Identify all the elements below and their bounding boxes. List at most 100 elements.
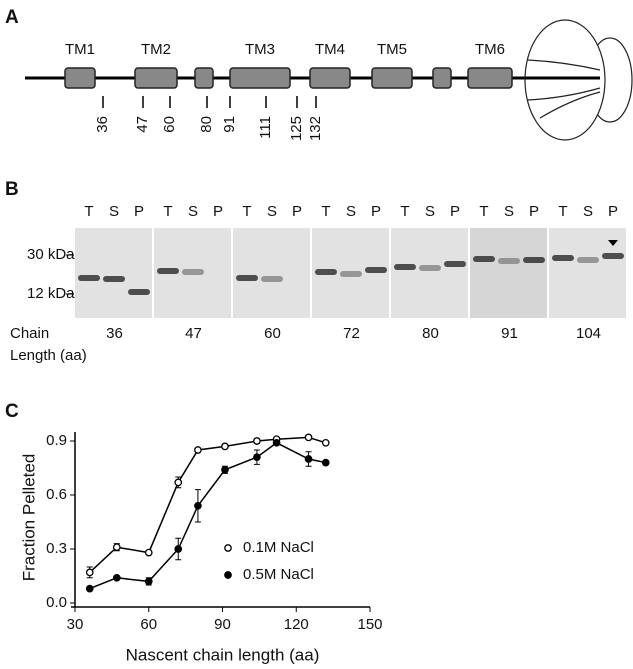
point: [194, 501, 202, 510]
tm-label: TM2: [141, 41, 171, 58]
point: [253, 437, 261, 445]
lane-label: P: [529, 203, 539, 220]
band: [394, 264, 416, 270]
position-label: 60: [161, 116, 178, 133]
panel-label: B: [5, 179, 19, 200]
y-tick-label: 0.9: [46, 432, 67, 449]
tm-label: TM6: [475, 41, 505, 58]
gel-panel: [233, 228, 310, 318]
tm-label: TM4: [315, 41, 345, 58]
y-tick-label: 0.6: [46, 486, 67, 503]
band: [523, 257, 545, 263]
lane-label: S: [346, 203, 356, 220]
y-axis-title: Fraction Pelleted: [19, 454, 38, 582]
lane-label: T: [84, 203, 93, 220]
point: [174, 478, 183, 487]
band: [473, 256, 495, 262]
tm-label: TM3: [245, 41, 275, 58]
point: [304, 433, 313, 442]
series-line: [89, 441, 326, 590]
lane-label: S: [267, 203, 277, 220]
legend-marker: [224, 571, 232, 579]
position-label: 36: [94, 116, 111, 133]
arrowhead: [608, 240, 618, 246]
band: [498, 258, 520, 264]
x-tick-label: 60: [140, 616, 157, 633]
band: [444, 261, 466, 267]
position-label: 91: [221, 116, 238, 133]
position-label: 111: [257, 116, 274, 139]
legend-marker: [224, 544, 232, 552]
point: [112, 573, 121, 582]
series-line: [89, 436, 326, 573]
legend-label: 0.5M NaCl: [243, 566, 314, 583]
lane-label: P: [371, 203, 381, 220]
point: [253, 453, 261, 462]
band: [552, 255, 574, 261]
panel-label: C: [5, 401, 19, 422]
lane-label: S: [425, 203, 435, 220]
chain-length: 91: [501, 325, 518, 342]
point: [174, 545, 183, 553]
x-tick-label: 120: [284, 616, 309, 633]
lane-label: P: [450, 203, 460, 220]
gel-panel: [470, 228, 547, 318]
position-label: 80: [198, 116, 215, 133]
lane-label: T: [242, 203, 251, 220]
chain-length: 104: [576, 325, 601, 342]
y-tick-label: 0.0: [46, 594, 67, 611]
point: [321, 458, 330, 467]
band: [340, 271, 362, 277]
tm-boxes: [64, 67, 513, 89]
lane-label: S: [504, 203, 514, 220]
lane-label: P: [134, 203, 144, 220]
point: [112, 543, 121, 552]
point: [194, 446, 202, 454]
point: [221, 442, 229, 451]
chain-length: 72: [343, 325, 360, 342]
panel-label: A: [5, 7, 19, 28]
band: [365, 267, 387, 273]
position-label: 47: [134, 116, 151, 133]
position-label: 125: [288, 116, 305, 141]
point: [85, 568, 94, 577]
band: [157, 268, 179, 274]
point: [304, 455, 313, 463]
tm-label: TM5: [377, 41, 407, 58]
band: [315, 269, 337, 275]
chain-length: 47: [185, 325, 202, 342]
x-tick-label: 90: [214, 616, 231, 633]
lane-label: T: [479, 203, 488, 220]
point: [144, 577, 153, 586]
band: [261, 276, 283, 282]
band: [103, 276, 125, 282]
band: [602, 253, 624, 259]
lane-label: P: [292, 203, 302, 220]
position-label: 132: [307, 116, 324, 141]
chain-length: 60: [264, 325, 281, 342]
band: [78, 275, 100, 281]
x-axis-title: Nascent chain length (aa): [126, 645, 320, 664]
point: [321, 438, 330, 447]
lane-label: T: [400, 203, 409, 220]
band: [419, 265, 441, 271]
lane-label: P: [213, 203, 223, 220]
point: [221, 465, 229, 474]
ribosome: [524, 19, 633, 141]
band: [182, 269, 204, 275]
point: [272, 438, 281, 447]
point: [144, 548, 153, 557]
gel-panel: [75, 228, 152, 318]
marker-label: 12 kDa: [27, 285, 75, 302]
lane-label: T: [163, 203, 172, 220]
point: [85, 584, 94, 593]
x-tick-label: 30: [67, 616, 84, 633]
marker-label: 30 kDa: [27, 246, 75, 263]
legend-label: 0.1M NaCl: [243, 539, 314, 556]
lane-label: S: [109, 203, 119, 220]
lane-label: T: [558, 203, 567, 220]
x-tick-label: 150: [357, 616, 382, 633]
lane-label: T: [321, 203, 330, 220]
band: [128, 289, 150, 295]
